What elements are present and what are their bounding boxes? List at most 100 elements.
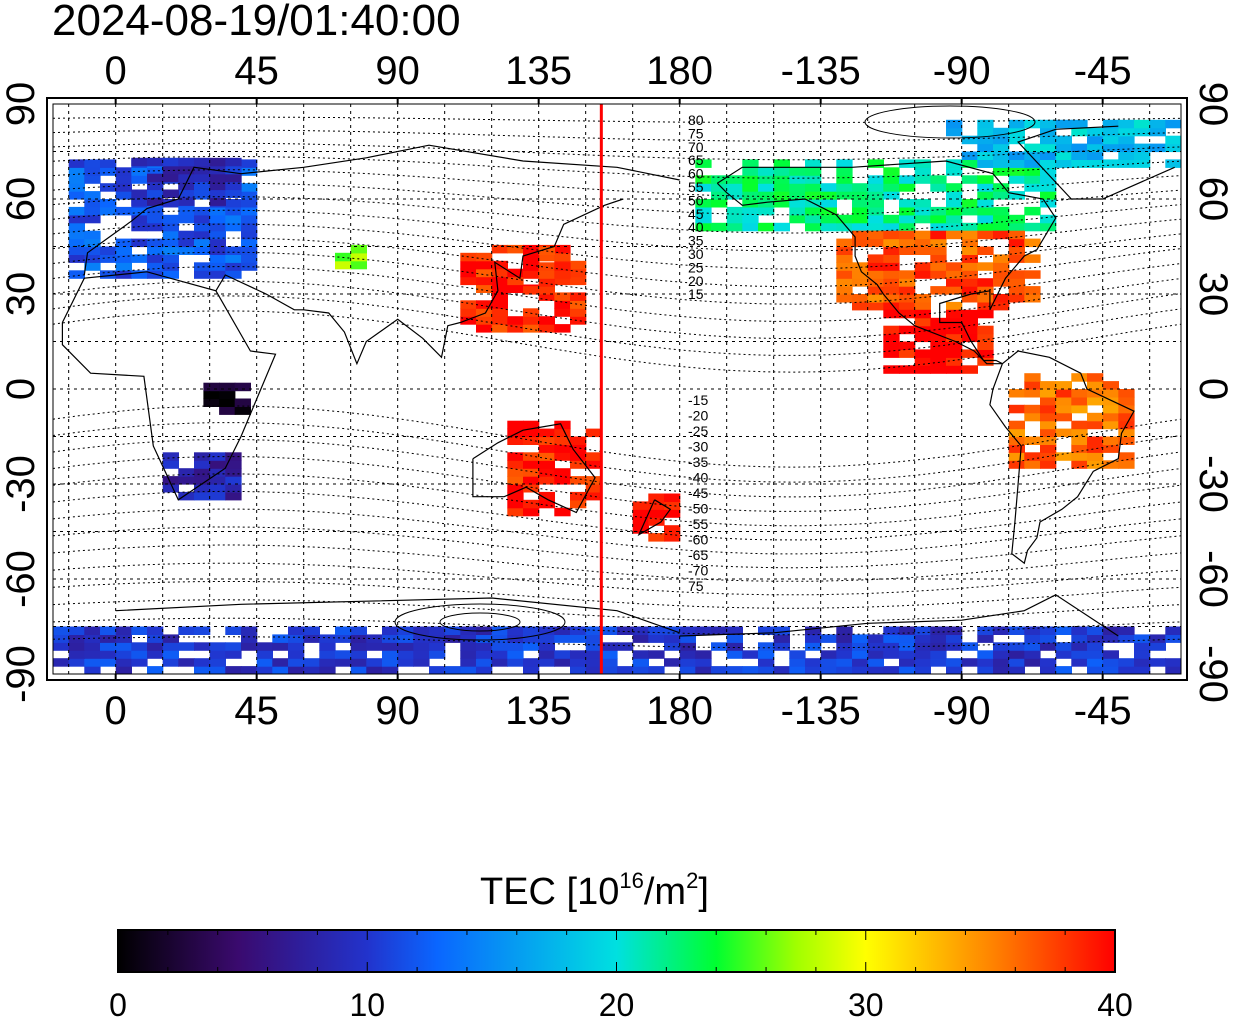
tec-cell xyxy=(899,230,916,240)
tec-cell xyxy=(1071,658,1088,667)
tec-cell xyxy=(946,309,963,319)
tec-cell xyxy=(648,517,665,526)
tec-cell xyxy=(930,270,947,279)
tec-cell xyxy=(1008,222,1025,232)
tec-cell xyxy=(946,634,963,643)
tec-cell xyxy=(460,300,477,309)
tec-cell xyxy=(115,191,132,200)
tec-cell xyxy=(789,666,806,674)
tec-cell xyxy=(695,666,712,674)
magnetic-pole-contour xyxy=(394,603,566,641)
tec-cell xyxy=(554,436,571,445)
tec-cell xyxy=(319,634,336,643)
x-tick-label-top: 180 xyxy=(646,49,713,93)
tec-cell xyxy=(1087,436,1104,445)
tec-cell xyxy=(883,222,900,232)
tec-cell xyxy=(632,517,649,526)
tec-cell xyxy=(852,262,869,271)
tec-cell xyxy=(993,270,1010,279)
tec-cell xyxy=(1134,634,1151,643)
tec-cell xyxy=(491,308,508,317)
tec-cell xyxy=(758,199,775,208)
tec-cell xyxy=(695,175,712,184)
tec-cell xyxy=(523,428,540,438)
tec-cell xyxy=(523,308,540,317)
tec-cell xyxy=(460,308,477,317)
tec-cell xyxy=(648,634,665,643)
tec-cell xyxy=(993,254,1010,263)
tec-cell xyxy=(726,214,743,224)
tec-cell xyxy=(319,642,336,651)
tec-cell xyxy=(476,634,493,643)
tec-cell xyxy=(178,191,195,200)
tec-cell xyxy=(570,316,587,325)
tec-cell xyxy=(1118,452,1135,461)
tec-cell xyxy=(225,468,242,477)
tec-cell xyxy=(507,324,524,333)
tec-cell xyxy=(1118,412,1135,422)
tec-cell xyxy=(115,634,132,643)
tec-cell xyxy=(883,191,900,200)
tec-cell xyxy=(523,476,540,485)
tec-cell xyxy=(397,634,414,643)
tec-cell xyxy=(852,650,869,659)
tec-cell xyxy=(303,626,320,635)
tec-cell xyxy=(554,468,571,477)
tec-cell xyxy=(836,658,853,667)
tec-cell xyxy=(695,206,712,216)
tec-cell xyxy=(162,452,179,461)
tec-cell xyxy=(993,159,1010,168)
tec-cell xyxy=(805,159,822,168)
tec-cell xyxy=(993,262,1010,271)
tec-cell xyxy=(115,183,132,192)
tec-cell xyxy=(867,214,884,224)
tec-cell xyxy=(554,300,571,309)
tec-cell xyxy=(1008,428,1025,438)
tec-cell xyxy=(194,491,211,501)
tec-cell xyxy=(554,252,571,262)
tec-cell xyxy=(554,270,571,279)
tec-cell xyxy=(726,206,743,216)
x-tick-label-top: 0 xyxy=(105,49,127,93)
tec-cell xyxy=(1071,127,1088,137)
tec-cell xyxy=(805,626,822,635)
tec-cell xyxy=(476,276,493,286)
tec-cell xyxy=(162,634,179,643)
tec-cell xyxy=(131,175,148,184)
tec-cell xyxy=(68,222,85,232)
tec-cell xyxy=(84,167,101,176)
tec-cell xyxy=(695,199,712,208)
tec-cell xyxy=(523,626,540,635)
tec-cell xyxy=(977,246,994,255)
tec-cell xyxy=(930,175,947,184)
coastlines xyxy=(61,125,1175,637)
tec-cell xyxy=(1040,404,1057,414)
tec-cell xyxy=(1008,151,1025,160)
tec-cell xyxy=(1102,159,1119,168)
tec-cell xyxy=(930,325,947,335)
tec-cell xyxy=(773,191,790,200)
tec-cell xyxy=(961,254,978,263)
tec-cell xyxy=(1134,642,1151,651)
tec-cell xyxy=(570,476,587,485)
tec-cell xyxy=(977,333,994,343)
tec-cell xyxy=(507,499,524,509)
tec-cell xyxy=(1087,460,1104,469)
tec-cell xyxy=(1008,230,1025,240)
tec-cell xyxy=(523,666,540,674)
tec-cell xyxy=(162,238,179,248)
tec-cell xyxy=(209,222,226,232)
tec-cell xyxy=(930,650,947,659)
tec-cell xyxy=(883,626,900,635)
tec-cell xyxy=(241,214,258,224)
tec-cell xyxy=(53,626,70,635)
tec-cell xyxy=(1024,294,1041,303)
tec-cell xyxy=(883,650,900,659)
tec-cell xyxy=(930,357,947,366)
tec-cell xyxy=(53,642,70,651)
tec-cell xyxy=(507,436,524,445)
tec-cell xyxy=(209,246,226,255)
tec-cell xyxy=(1087,159,1104,168)
tec-cell xyxy=(162,484,179,493)
tec-cell xyxy=(1165,658,1181,667)
